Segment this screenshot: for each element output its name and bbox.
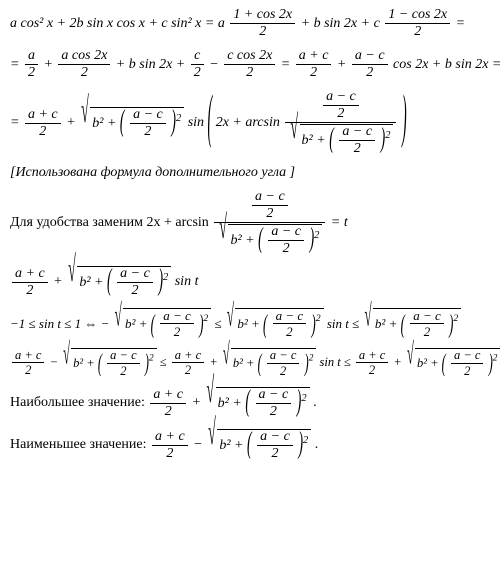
equation-line-3: = a + c2 + √ b² + ( a − c2 )2 sin ( 2x +… [10,90,490,156]
frac: 1 + cos 2x 2 [230,8,295,39]
big-frac: a − c2 √ b² + ( a − c2 )2 [285,90,396,156]
equation-line-4: Для удобства заменим 2x + arcsin a − c2 … [10,190,490,256]
equation-line-1: a cos² x + 2b sin x cos x + c sin² x = a… [10,8,490,39]
note-aux-angle: [Использована формула дополнительного уг… [10,166,490,180]
equation-line-2: = a2 + a cos 2x2 + b sin 2x + c2 − c cos… [10,49,490,80]
max-value-line: Наибольшее значение: a + c2 + √ b² + ( a… [10,387,490,419]
frac: 1 − cos 2x 2 [385,8,450,39]
equation-line-5: a + c2 + √ b² + ( a − c2 )2 sin t [10,266,490,298]
min-value-line: Наименьшее значение: a + c2 − √ b² + ( a… [10,429,490,461]
equation-line-6: −1 ≤ sin t ≤ 1 ⇔ − √ b² + ( a − c2 )2 ≤ … [10,308,490,338]
sqrt: √ b² + ( a − c2 )2 [81,107,184,139]
lhs-text: a cos² x + 2b sin x cos x + c sin² x [10,17,201,31]
label-max: Наибольшее значение: [10,396,145,410]
label-min: Наименьшее значение: [10,438,147,452]
equation-line-7: a + c2 − √ b² + ( a − c2 )2 ≤ a + c2 + √… [10,348,490,377]
